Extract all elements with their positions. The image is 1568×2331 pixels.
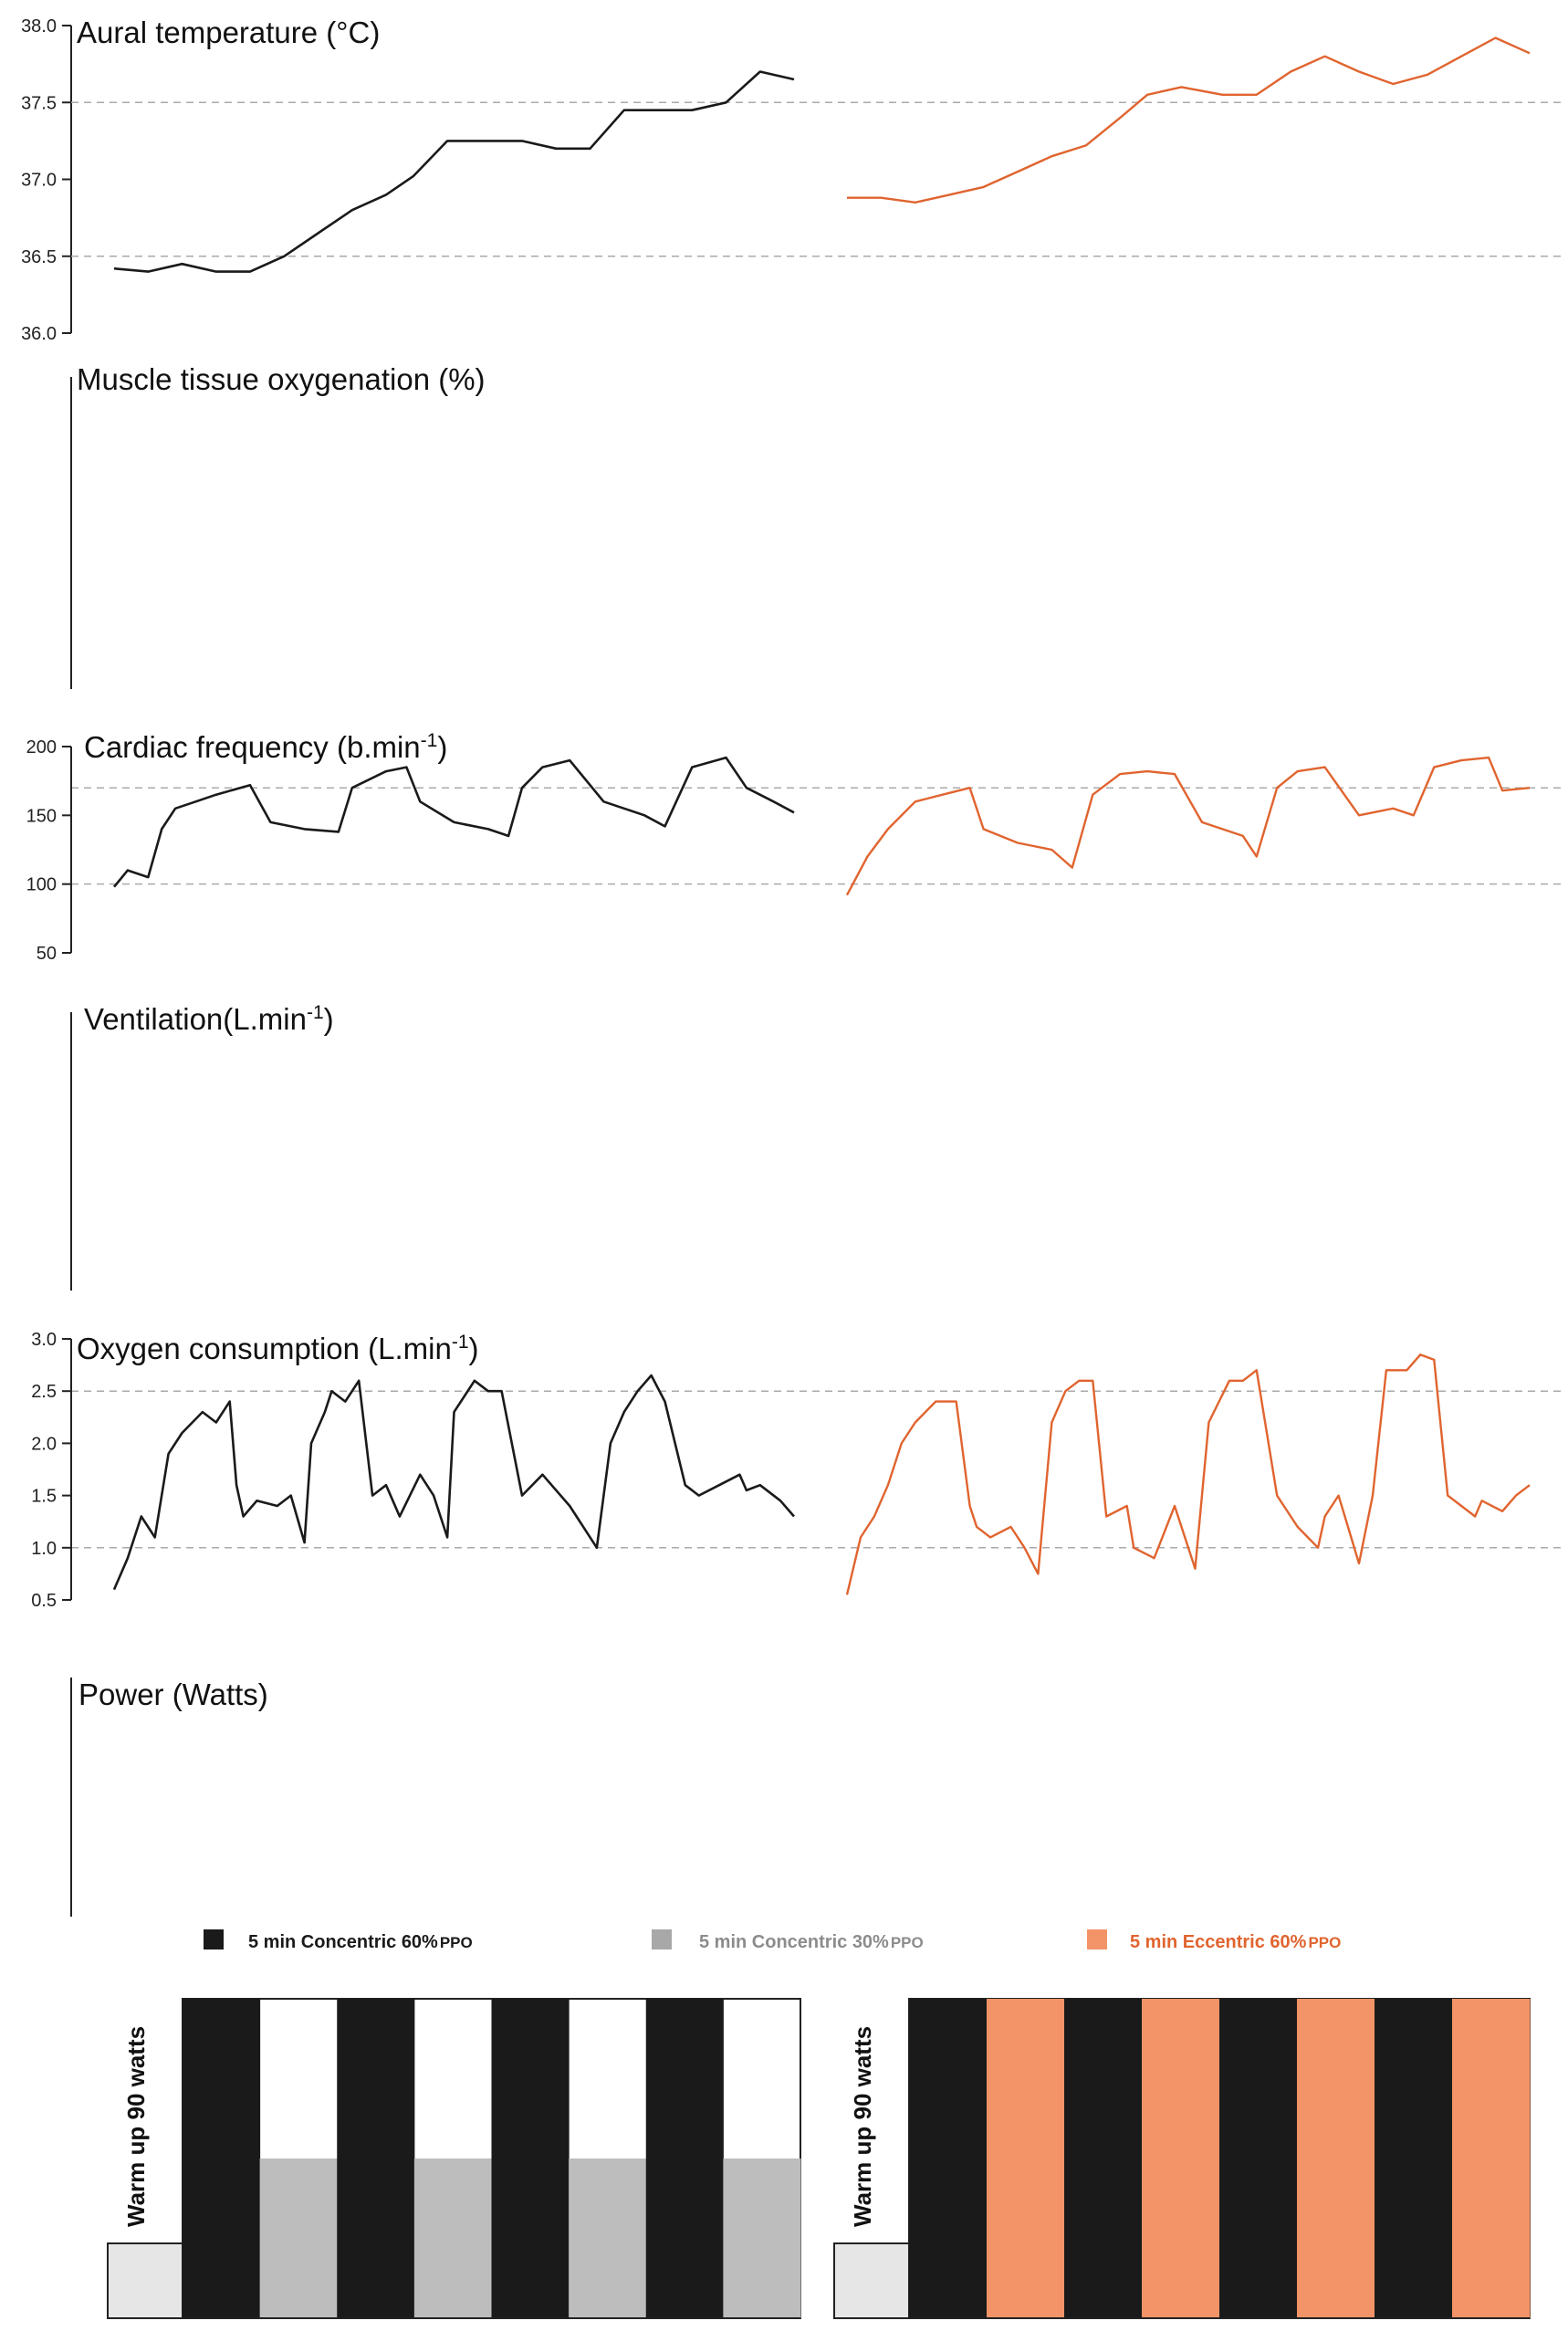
series-line-concentric: [113, 70, 795, 273]
title-tail: ): [324, 1002, 334, 1036]
title-main: Cardiac frequency (b.min: [84, 730, 421, 764]
protocol-bar-eccentric-60: [1142, 1999, 1220, 2318]
protocol-bar-concentric-60: [645, 1999, 724, 2318]
panel-temperature: 36.0 36.5 37.0 37.5 38.0 Aural temperature (…: [21, 16, 1563, 344]
warmup-label: Warm up 90 watts: [849, 2026, 876, 2227]
y-tick-label: 36.0: [21, 324, 57, 344]
y-tick-label: 150: [26, 806, 57, 826]
panel-title: Oxygen consumption (L.min-1): [77, 1332, 479, 1365]
warmup-block: [107, 2242, 183, 2319]
legend-swatch-concentric-30: [652, 1929, 672, 1949]
y-tick-label: 50: [37, 944, 57, 964]
warmup-block: [833, 2242, 910, 2319]
series-group: [113, 37, 1531, 273]
legend-suffix: PPO: [1308, 1934, 1341, 1951]
title-main: Ventilation(L.min: [84, 1002, 307, 1036]
y-tick-label: 0.5: [31, 1591, 57, 1611]
y-tick-label: 2.0: [31, 1434, 57, 1454]
title-tail: ): [437, 730, 447, 764]
protocol-bar-concentric-60: [183, 1999, 261, 2318]
y-ticks-group: 36.0 36.5 37.0 37.5 38.0: [21, 16, 71, 344]
gridlines-group: [71, 787, 1563, 885]
y-tick-label: 2.5: [31, 1382, 57, 1402]
legend-main: 5 min Concentric 60%: [248, 1932, 438, 1952]
protocol-bar-eccentric-60: [987, 1999, 1065, 2318]
y-ticks-group: 50 100 150 200: [26, 737, 71, 964]
legend-swatch-concentric-60: [204, 1929, 224, 1949]
y-tick-label: 200: [26, 737, 57, 758]
panel-title: Cardiac frequency (b.min-1): [84, 730, 447, 764]
title-superscript: -1: [307, 1002, 324, 1023]
panel-power: Power (Watts): [70, 1678, 268, 1917]
legend-label-concentric-60: 5 min Concentric 60% PPO: [248, 1932, 473, 1952]
series-group: [112, 756, 1531, 896]
legend-suffix: PPO: [891, 1934, 924, 1951]
title-superscript: -1: [452, 1332, 469, 1353]
protocol-bar-concentric-30: [413, 2159, 492, 2318]
protocol-diagram-eccentric: Warm up 90 watts: [833, 1998, 1531, 2319]
series-line-concentric: [112, 756, 795, 888]
panel-title: Muscle tissue oxygenation (%): [77, 362, 486, 396]
warmup-label: Warm up 90 watts: [122, 2026, 150, 2227]
protocol-bar-concentric-60: [909, 1999, 988, 2318]
legend: 5 min Concentric 60% PPO 5 min Concentric…: [204, 1929, 1341, 1952]
series-line-concentric: [112, 1374, 795, 1591]
legend-main: 5 min Eccentric 60%: [1130, 1932, 1307, 1952]
protocol-bar-concentric-30: [259, 2159, 338, 2318]
y-tick-label: 1.5: [31, 1487, 57, 1507]
protocol-bar-concentric-60: [1064, 1999, 1143, 2318]
protocol-bar-concentric-30: [569, 2159, 647, 2318]
legend-swatch-eccentric-60: [1087, 1929, 1107, 1949]
panel-muscle-oxygenation: 50 100 150 200 Muscle tissue oxygenation (%…: [26, 362, 1563, 964]
protocol-bar-eccentric-60: [1452, 1999, 1531, 2318]
y-tick-label: 37.0: [21, 171, 57, 191]
legend-label-concentric-30: 5 min Concentric 30% PPO: [699, 1932, 924, 1952]
y-tick-label: 3.0: [31, 1330, 57, 1350]
legend-main: 5 min Concentric 30%: [699, 1932, 889, 1952]
title-tail: ): [469, 1332, 479, 1365]
series-line-eccentric: [845, 756, 1531, 896]
protocol-bar-eccentric-60: [1297, 1999, 1375, 2318]
y-tick-label: 37.5: [21, 93, 57, 113]
title-main: Oxygen consumption (L.min: [77, 1332, 452, 1365]
protocol-diagram-concentric: Warm up 90 watts: [107, 1998, 801, 2319]
protocol-bar-concentric-60: [337, 1999, 415, 2318]
protocol-bar-concentric-60: [1375, 1999, 1453, 2318]
y-tick-label: 1.0: [31, 1539, 57, 1559]
panel-title: Ventilation(L.min-1): [84, 1002, 334, 1036]
gridlines-group: [71, 101, 1563, 257]
legend-suffix: PPO: [440, 1934, 473, 1951]
protocol-bar-concentric-60: [1219, 1999, 1298, 2318]
panel-ventilation: Ventilation(L.min-1): [70, 1002, 334, 1291]
series-line-eccentric: [845, 1353, 1531, 1595]
protocol-bar-concentric-60: [491, 1999, 570, 2318]
series-line-eccentric: [847, 37, 1531, 204]
y-tick-label: 36.5: [21, 247, 57, 267]
legend-label-eccentric-60: 5 min Eccentric 60% PPO: [1130, 1932, 1341, 1952]
protocol-bar-concentric-30: [723, 2159, 801, 2318]
panel-title: Aural temperature (°C): [77, 16, 380, 49]
series-group: [112, 1353, 1531, 1595]
panel-title: Power (Watts): [78, 1678, 268, 1711]
panel-oxygen-consumption: Oxygen consumption (L.min-1): [70, 1332, 479, 1600]
title-superscript: -1: [421, 730, 438, 751]
gridlines-group: [71, 1390, 1563, 1549]
y-tick-label: 38.0: [21, 16, 57, 37]
y-ticks-group: 0.5 1.0 1.5 2.0 2.5 3.0: [31, 1330, 71, 1611]
y-tick-label: 100: [26, 875, 57, 895]
panel-cardiac-frequency: 0.5 1.0 1.5 2.0 2.5 3.0 Cardiac frequency (b.…: [31, 730, 1563, 1611]
